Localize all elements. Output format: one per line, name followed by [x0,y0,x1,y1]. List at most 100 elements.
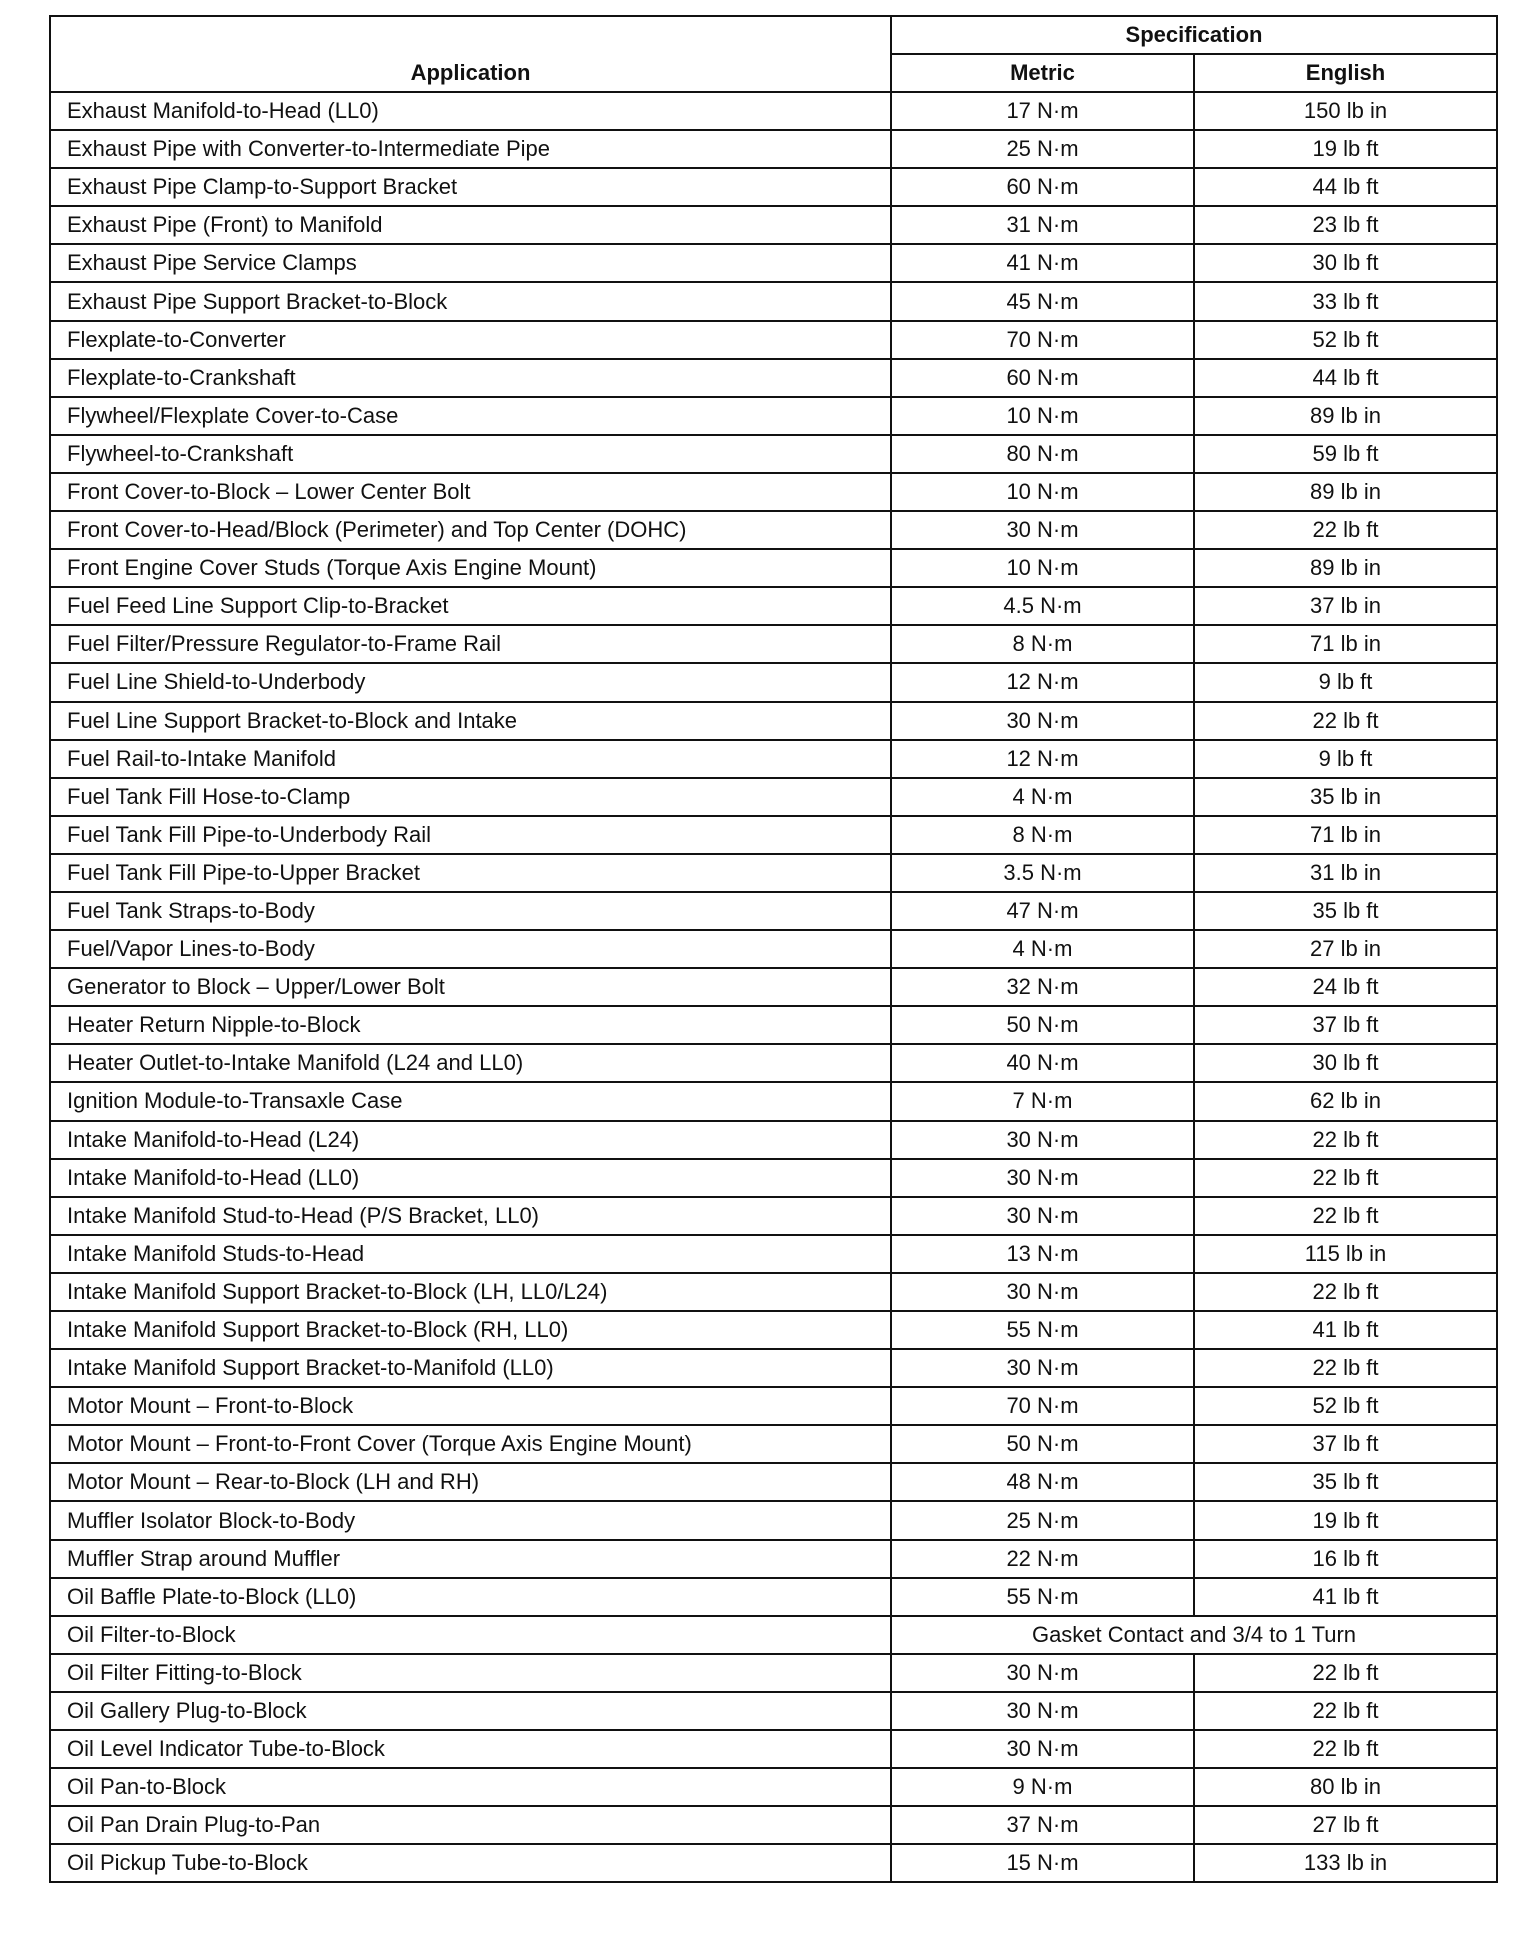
table-row: Fuel Line Support Bracket-to-Block and I… [49,700,1499,741]
table-row: Flexplate-to-Crankshaft 60 N·m 44 lb ft [49,357,1499,398]
application-cell: Fuel Tank Fill Pipe-to-Upper Bracket [49,852,892,893]
table-row: Oil Level Indicator Tube-to-Block 30 N·m 2… [49,1729,1499,1770]
english-cell: 22 lb ft [1192,1119,1499,1160]
metric-cell: 9 N·m [890,1767,1195,1808]
metric-cell: 4.5 N·m [890,586,1195,627]
application-cell: Flywheel/Flexplate Cover-to-Case [49,395,892,436]
application-header: Application [49,15,892,93]
application-cell: Intake Manifold Support Bracket-to-Block… [49,1271,892,1313]
english-cell: 44 lb ft [1192,167,1499,208]
application-cell: Oil Level Indicator Tube-to-Block [49,1729,892,1770]
table-row: Oil Gallery Plug-to-Block 30 N·m 22 lb ft [49,1690,1499,1732]
metric-cell: 50 N·m [890,1005,1195,1046]
english-cell: 52 lb ft [1192,319,1499,360]
table-row: Fuel Filter/Pressure Regulator-to-Frame … [49,624,1499,665]
table-row: Motor Mount – Front-to-Front Cover (Torq… [49,1424,1499,1465]
application-cell: Intake Manifold Studs-to-Head [49,1233,892,1274]
metric-cell: 48 N·m [890,1462,1195,1503]
table-row: Fuel Line Shield-to-Underbody 12 N·m 9 lb … [49,662,1499,703]
metric-cell: 30 N·m [890,1348,1195,1389]
metric-cell: 37 N·m [890,1805,1195,1846]
metric-cell: 45 N·m [890,281,1195,322]
metric-cell: 60 N·m [890,357,1195,398]
application-cell: Front Cover-to-Block – Lower Center Bolt [49,471,892,513]
application-cell: Exhaust Pipe Support Bracket-to-Block [49,281,892,322]
application-cell: Fuel Feed Line Support Clip-to-Bracket [49,586,892,627]
application-cell: Intake Manifold-to-Head (LL0) [49,1157,892,1198]
table-row: Fuel/Vapor Lines-to-Body 4 N·m 27 lb in [49,929,1499,970]
english-cell: 35 lb ft [1192,890,1499,932]
english-cell: 37 lb ft [1192,1424,1499,1465]
english-cell: 35 lb in [1192,776,1499,817]
table-row: Motor Mount – Rear-to-Block (LH and RH) 4… [49,1462,1499,1503]
application-cell: Motor Mount – Rear-to-Block (LH and RH) [49,1462,892,1503]
application-cell: Intake Manifold-to-Head (L24) [49,1119,892,1160]
english-cell: 30 lb ft [1192,1043,1499,1084]
application-cell: Front Engine Cover Studs (Torque Axis En… [49,548,892,589]
metric-cell: 12 N·m [890,738,1195,779]
english-cell: 115 lb in [1192,1233,1499,1274]
application-cell: Fuel Rail-to-Intake Manifold [49,738,892,779]
english-cell: 22 lb ft [1192,1195,1499,1236]
metric-cell: 17 N·m [890,90,1195,132]
english-cell: 23 lb ft [1192,205,1499,246]
english-cell: 27 lb ft [1192,1805,1499,1846]
table-row: Exhaust Pipe with Converter-to-Intermedi… [49,129,1499,170]
table-row: Ignition Module-to-Transaxle Case 7 N·m 62… [49,1081,1499,1122]
english-cell: 37 lb in [1192,586,1499,627]
application-cell: Heater Return Nipple-to-Block [49,1005,892,1046]
english-cell: 80 lb in [1192,1767,1499,1808]
english-cell: 22 lb ft [1192,1729,1499,1770]
metric-cell: 30 N·m [890,1690,1195,1732]
metric-cell: 4 N·m [890,776,1195,817]
application-cell: Intake Manifold Support Bracket-to-Block… [49,1309,892,1351]
metric-cell: 31 N·m [890,205,1195,246]
metric-cell: 30 N·m [890,1271,1195,1313]
metric-cell: 41 N·m [890,243,1195,284]
table-row: Oil Pan Drain Plug-to-Pan 37 N·m 27 lb ft [49,1805,1499,1846]
english-cell: 22 lb ft [1192,1652,1499,1693]
application-cell: Fuel Line Support Bracket-to-Block and I… [49,700,892,741]
metric-header: Metric [890,53,1195,93]
table-row: Heater Return Nipple-to-Block 50 N·m 37 lb… [49,1005,1499,1046]
english-cell: 16 lb ft [1192,1538,1499,1579]
table-row: Intake Manifold Support Bracket-to-Block… [49,1309,1499,1351]
application-cell: Muffler Strap around Muffler [49,1538,892,1579]
table-row: Flexplate-to-Converter 70 N·m 52 lb ft [49,319,1499,360]
application-cell: Ignition Module-to-Transaxle Case [49,1081,892,1122]
metric-cell: 60 N·m [890,167,1195,208]
metric-cell: 30 N·m [890,1652,1195,1693]
english-cell: 22 lb ft [1192,510,1499,551]
application-cell: Intake Manifold Support Bracket-to-Manif… [49,1348,892,1389]
english-cell: 59 lb ft [1192,433,1499,474]
application-cell: Oil Baffle Plate-to-Block (LL0) [49,1576,892,1617]
english-cell: 71 lb in [1192,814,1499,855]
metric-cell: 10 N·m [890,548,1195,589]
english-cell: 35 lb ft [1192,1462,1499,1503]
english-cell: 62 lb in [1192,1081,1499,1122]
table-row: Muffler Strap around Muffler 22 N·m 16 lb … [49,1538,1499,1579]
table-row: Oil Baffle Plate-to-Block (LL0) 55 N·m 41 … [49,1576,1499,1617]
application-cell: Oil Filter-to-Block [49,1614,892,1655]
metric-cell: 10 N·m [890,395,1195,436]
english-cell: 37 lb ft [1192,1005,1499,1046]
table-row: Fuel Feed Line Support Clip-to-Bracket 4.… [49,586,1499,627]
table-row: Intake Manifold Support Bracket-to-Block… [49,1271,1499,1313]
table-row: Flywheel/Flexplate Cover-to-Case 10 N·m 89… [49,395,1499,436]
metric-cell: 47 N·m [890,890,1195,932]
metric-cell: 70 N·m [890,319,1195,360]
english-cell: 22 lb ft [1192,1690,1499,1732]
table-row: Oil Filter-to-Block Gasket Contact and 3/… [49,1614,1499,1655]
table-row: Front Engine Cover Studs (Torque Axis En… [49,548,1499,589]
application-cell: Oil Gallery Plug-to-Block [49,1690,892,1732]
application-cell: Flywheel-to-Crankshaft [49,433,892,474]
metric-cell: 7 N·m [890,1081,1195,1122]
application-cell: Fuel Line Shield-to-Underbody [49,662,892,703]
english-cell: 22 lb ft [1192,1271,1499,1313]
table-row: Generator to Block – Upper/Lower Bolt 32 … [49,967,1499,1008]
application-cell: Flexplate-to-Crankshaft [49,357,892,398]
metric-cell: 30 N·m [890,700,1195,741]
specification-header: Specification [889,15,1499,55]
table-row: Flywheel-to-Crankshaft 80 N·m 59 lb ft [49,433,1499,474]
table-row: Fuel Tank Fill Pipe-to-Underbody Rail 8 N… [49,814,1499,855]
